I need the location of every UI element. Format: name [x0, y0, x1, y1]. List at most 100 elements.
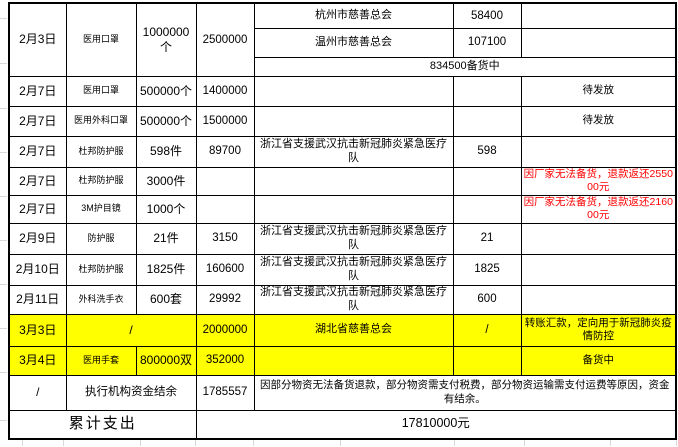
- cell-note[interactable]: [520, 27, 677, 58]
- cell-item[interactable]: 杜邦防护服: [65, 253, 137, 286]
- table-row: / 执行机构资金结余 1785557 因部分物资无法备货退款，部分物资需支付税费，部分…: [8, 374, 677, 411]
- sheet-gridline: [0, 420, 7, 421]
- cell-num[interactable]: 58400: [452, 2, 522, 29]
- cell-num[interactable]: /: [452, 313, 522, 347]
- cell-qty[interactable]: 500000个: [135, 75, 197, 107]
- cell-note[interactable]: 待发放: [520, 105, 677, 137]
- cell-amt[interactable]: 2500000: [195, 2, 255, 77]
- cell-rcpt[interactable]: [253, 105, 454, 137]
- cell-amt[interactable]: [195, 194, 255, 224]
- cell-amt[interactable]: 352000: [195, 345, 255, 376]
- sheet-gridline: [454, 440, 455, 446]
- cell-date[interactable]: 2月10日: [8, 253, 67, 286]
- cell-note[interactable]: 待发放: [520, 75, 677, 107]
- cell-note[interactable]: 因厂家无法备货，退款返还255000元: [520, 166, 677, 196]
- cell-rcpt[interactable]: 浙江省支援武汉抗击新冠肺炎紧急医疗队: [253, 135, 454, 168]
- cell-date[interactable]: 2月7日: [8, 166, 67, 196]
- cell-amt[interactable]: 29992: [195, 284, 255, 315]
- cell-qty[interactable]: /: [65, 313, 197, 347]
- cell-date[interactable]: 2月7日: [8, 75, 67, 107]
- cell-total-value[interactable]: 17810000元: [195, 409, 677, 440]
- cell-item[interactable]: 外科洗手衣: [65, 284, 137, 315]
- cell-amt[interactable]: 1500000: [195, 105, 255, 137]
- cell-num[interactable]: [452, 345, 522, 376]
- cell-qty[interactable]: 1825件: [135, 253, 197, 286]
- sheet-gridline: [0, 18, 7, 19]
- cell-item[interactable]: 防护服: [65, 222, 137, 255]
- cell-note[interactable]: [520, 253, 677, 286]
- cell-item[interactable]: 医用手套: [65, 345, 137, 376]
- cell-num[interactable]: 107100: [452, 27, 522, 58]
- cell-note[interactable]: [520, 2, 677, 29]
- cell-note[interactable]: [520, 135, 677, 168]
- cell-date[interactable]: 2月7日: [8, 135, 67, 168]
- sheet-gridline: [63, 440, 64, 446]
- cell-rcpt[interactable]: 浙江省支援武汉抗击新冠肺炎紧急医疗队: [253, 284, 454, 315]
- cell-date[interactable]: /: [8, 374, 67, 411]
- cell-amt[interactable]: [195, 166, 255, 196]
- cell-qty[interactable]: 21件: [135, 222, 197, 255]
- cell-rcpt[interactable]: [253, 166, 454, 196]
- cell-date[interactable]: 2月3日: [8, 2, 67, 77]
- cell-item[interactable]: 杜邦防护服: [65, 166, 137, 196]
- cell-amt[interactable]: 1400000: [195, 75, 255, 107]
- sheet-gridline: [0, 240, 7, 241]
- cell-num[interactable]: 600: [452, 284, 522, 315]
- cell-num[interactable]: 1825: [452, 253, 522, 286]
- cell-qty[interactable]: 1000000 个: [135, 2, 197, 77]
- sheet-gridline: [0, 108, 7, 109]
- cell-num[interactable]: 21: [452, 222, 522, 255]
- cell-qty[interactable]: 598件: [135, 135, 197, 168]
- cell-note[interactable]: [520, 222, 677, 255]
- cell-rcpt[interactable]: 浙江省支援武汉抗击新冠肺炎紧急医疗队: [253, 222, 454, 255]
- cell-qty[interactable]: 3000件: [135, 166, 197, 196]
- cell-total-label[interactable]: 累计支出: [8, 409, 197, 440]
- table-row: 2月7日 杜邦防护服 598件 89700 浙江省支援武汉抗击新冠肺炎紧急医疗队 598: [8, 135, 677, 168]
- cell-mid[interactable]: 执行机构资金结余: [65, 374, 197, 411]
- cell-item[interactable]: 医用口罩: [65, 2, 137, 77]
- cell-amt[interactable]: 160600: [195, 253, 255, 286]
- cell-date[interactable]: 2月9日: [8, 222, 67, 255]
- cell-item[interactable]: 医用外科口罩: [65, 105, 137, 137]
- cell-date[interactable]: 3月3日: [8, 313, 67, 347]
- cell-item[interactable]: 杜邦防护服: [65, 135, 137, 168]
- cell-item[interactable]: 医用口罩: [65, 75, 137, 107]
- cell-num[interactable]: 598: [452, 135, 522, 168]
- cell-note[interactable]: 转账汇款，定向用于新冠肺炎疫情防控: [520, 313, 677, 347]
- cell-num[interactable]: [452, 105, 522, 137]
- cell-qty[interactable]: 1000个: [135, 194, 197, 224]
- cell-span[interactable]: 834500备货中: [253, 56, 677, 77]
- cell-date[interactable]: 2月7日: [8, 105, 67, 137]
- cell-date[interactable]: 2月11日: [8, 284, 67, 315]
- cell-num[interactable]: [452, 194, 522, 224]
- cell-rcpt[interactable]: 杭州市慈善总会: [253, 2, 454, 29]
- cell-qty[interactable]: 800000双: [135, 345, 197, 376]
- cell-amt[interactable]: 3150: [195, 222, 255, 255]
- cell-qty[interactable]: 600套: [135, 284, 197, 315]
- cell-num[interactable]: [452, 166, 522, 196]
- cell-amt[interactable]: 2000000: [195, 313, 255, 347]
- cell-amt[interactable]: 89700: [195, 135, 255, 168]
- cell-rcpt[interactable]: [253, 345, 454, 376]
- sheet-gridline: [340, 440, 341, 446]
- cell-rcpt[interactable]: [253, 75, 454, 107]
- donation-table: 2月3日 医用口罩 1000000 个 2500000 杭州市慈善总会 58400 温州市慈…: [8, 2, 677, 440]
- cell-date[interactable]: 2月7日: [8, 194, 67, 224]
- sheet-gridline: [140, 440, 141, 446]
- table-row: 3月3日/2000000 湖北省慈善总会 / 转账汇款，定向用于新冠肺炎疫情防控: [8, 313, 677, 347]
- cell-rcpt[interactable]: 湖北省慈善总会: [253, 313, 454, 347]
- cell-rcpt[interactable]: 温州市慈善总会: [253, 27, 454, 58]
- cell-date[interactable]: 3月4日: [8, 345, 67, 376]
- cell-note[interactable]: 因部分物资无法备货退款，部分物资需支付税费，部分物资运输需支付运费等原因，资金有…: [253, 374, 677, 411]
- table-row: 2月3日 医用口罩 1000000 个 2500000 杭州市慈善总会 58400: [8, 2, 677, 77]
- cell-rcpt[interactable]: 浙江省支援武汉抗击新冠肺炎紧急医疗队: [253, 253, 454, 286]
- cell-note[interactable]: 因厂家无法备货，退款返还216000元: [520, 194, 677, 224]
- cell-item[interactable]: 3M护目镜: [65, 194, 137, 224]
- cell-note[interactable]: [520, 284, 677, 315]
- cell-note[interactable]: 备货中: [520, 345, 677, 376]
- cell-num[interactable]: [452, 75, 522, 107]
- cell-amt[interactable]: 1785557: [195, 374, 255, 411]
- sheet-gridline: [676, 440, 677, 446]
- cell-qty[interactable]: 500000个: [135, 105, 197, 137]
- cell-rcpt[interactable]: [253, 194, 454, 224]
